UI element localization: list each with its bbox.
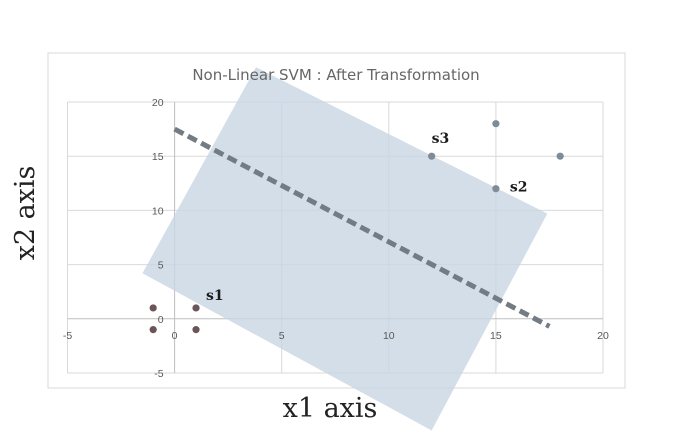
data-point [149,304,157,312]
data-point [428,152,436,160]
x-tick-label: 15 [490,330,502,342]
point-label-s3: s3 [432,131,450,147]
data-point [556,152,564,160]
data-point [192,326,200,334]
data-point [492,120,500,128]
point-label-s1: s1 [206,288,224,304]
point-label-s2: s2 [510,180,528,196]
x-tick-label: -5 [63,330,72,342]
y-tick-label: 0 [158,314,164,326]
chart-title: Non-Linear SVM : After Transformation [192,66,479,84]
y-tick-label: 5 [158,260,164,272]
x-tick-label: 10 [383,330,395,342]
data-points [149,120,564,334]
y-tick-label: 10 [152,205,164,217]
decision-boundary-line [173,126,551,329]
point-labels: s1 s2 s3 [206,131,528,304]
x-tick-label: 20 [597,330,609,342]
x-tick-labels: -5 0 5 10 15 20 [63,330,609,342]
y-tick-label: 15 [152,151,164,163]
x-tick-label: 5 [279,330,285,342]
y-axis-title: x2 axis [10,166,41,261]
margin-region-layer [142,67,548,431]
data-point [149,326,157,334]
y-tick-label: 20 [152,97,164,109]
x-tick-label: 0 [172,330,178,342]
margin-region [142,67,548,431]
data-point [192,304,200,312]
decision-boundary-layer [173,126,551,329]
y-tick-label: -5 [154,368,163,380]
x-axis-title: x1 axis [283,393,378,424]
y-tick-labels: -5 0 5 10 15 20 [152,97,164,380]
data-point [492,185,500,193]
